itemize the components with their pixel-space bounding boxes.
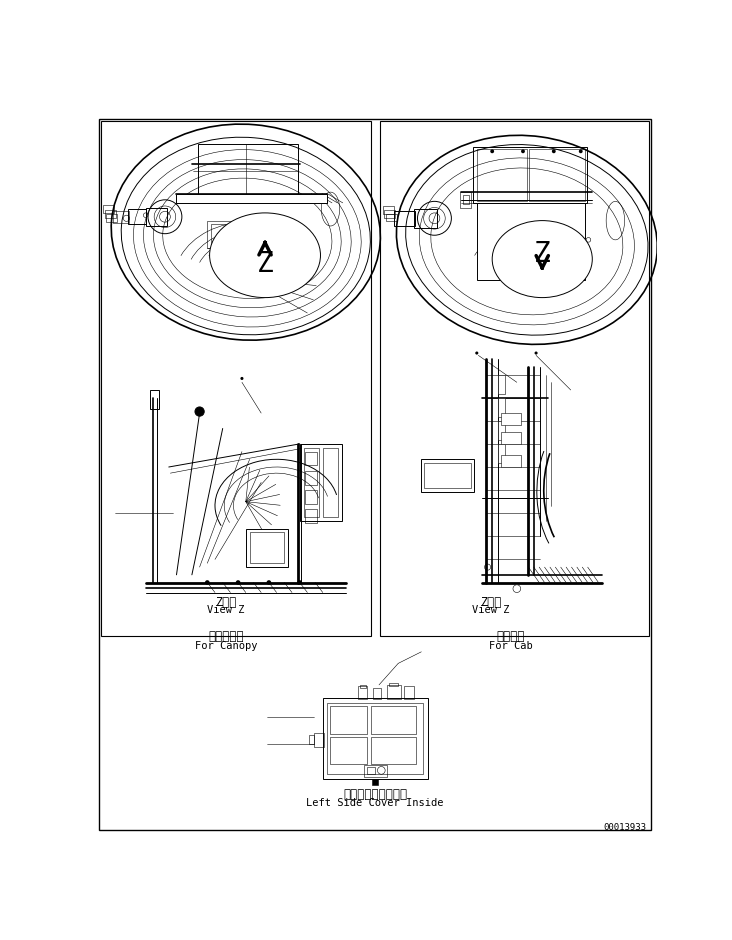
Bar — [198, 144, 298, 196]
Circle shape — [297, 580, 302, 585]
Text: 左サイドカバー内側: 左サイドカバー内側 — [343, 788, 407, 801]
Bar — [364, 765, 386, 776]
Bar — [421, 460, 474, 492]
Bar — [477, 149, 527, 201]
Bar — [146, 208, 167, 226]
Bar — [498, 375, 505, 394]
Circle shape — [240, 377, 244, 380]
Bar — [529, 149, 585, 201]
Bar — [305, 451, 318, 465]
Circle shape — [475, 352, 478, 354]
Bar — [305, 509, 318, 524]
Bar — [425, 463, 471, 488]
Bar — [501, 432, 520, 444]
Text: 00013933: 00013933 — [603, 822, 646, 832]
Circle shape — [490, 149, 494, 153]
Bar — [113, 211, 129, 223]
Circle shape — [552, 149, 556, 153]
Bar — [367, 766, 375, 775]
Bar — [371, 737, 416, 764]
Text: View Z: View Z — [472, 605, 509, 615]
Bar — [305, 490, 318, 504]
Bar — [359, 685, 366, 688]
Bar — [211, 225, 231, 244]
Bar — [463, 196, 469, 204]
Bar — [394, 211, 415, 226]
Bar — [404, 686, 414, 698]
Bar — [380, 120, 649, 636]
Text: For Canopy: For Canopy — [195, 641, 257, 650]
Ellipse shape — [209, 212, 321, 298]
Text: キャノピ用: キャノピ用 — [208, 630, 244, 643]
Bar — [372, 779, 378, 785]
Bar — [323, 447, 338, 517]
Circle shape — [195, 407, 204, 416]
Bar — [358, 686, 367, 698]
Bar — [498, 398, 505, 417]
Bar — [128, 209, 146, 225]
Bar — [246, 528, 288, 567]
Bar — [103, 205, 114, 212]
Bar — [473, 148, 587, 203]
Circle shape — [205, 580, 209, 585]
Text: Left Side Cover Inside: Left Side Cover Inside — [307, 798, 444, 807]
Circle shape — [266, 580, 271, 585]
Circle shape — [513, 585, 520, 592]
Bar — [330, 737, 367, 764]
Bar — [414, 209, 437, 227]
Bar — [498, 444, 505, 463]
Bar — [460, 192, 471, 208]
Bar — [250, 532, 284, 563]
Circle shape — [236, 580, 240, 585]
Bar — [207, 221, 234, 247]
Bar — [176, 194, 326, 203]
Text: Z　視: Z 視 — [215, 596, 236, 609]
Circle shape — [534, 352, 537, 354]
Text: Z　視: Z 視 — [480, 596, 501, 609]
Bar — [477, 203, 585, 280]
Bar — [386, 213, 397, 222]
Bar — [501, 456, 520, 467]
Text: View Z: View Z — [207, 605, 244, 615]
Bar — [105, 210, 116, 217]
Bar — [383, 206, 394, 213]
Bar — [309, 735, 314, 744]
Bar — [313, 732, 324, 746]
Bar — [149, 390, 159, 409]
Ellipse shape — [492, 221, 592, 298]
Circle shape — [579, 149, 583, 153]
Bar — [389, 683, 398, 686]
Text: キャブ用: キャブ用 — [496, 630, 525, 643]
Bar — [299, 444, 342, 521]
Bar — [305, 471, 318, 485]
Circle shape — [441, 472, 447, 478]
Bar — [323, 698, 427, 779]
Bar — [330, 707, 367, 734]
Text: Z: Z — [257, 250, 274, 278]
Circle shape — [521, 149, 525, 153]
Bar — [106, 214, 117, 222]
Bar — [327, 702, 423, 775]
Bar — [101, 120, 370, 636]
Bar — [373, 688, 381, 698]
Bar — [498, 421, 505, 440]
Bar — [384, 210, 395, 217]
Text: Z: Z — [534, 240, 550, 268]
Text: For Cab: For Cab — [489, 641, 533, 650]
Bar — [386, 685, 400, 698]
Bar — [501, 413, 520, 425]
Bar — [304, 447, 319, 517]
Bar — [371, 707, 416, 734]
